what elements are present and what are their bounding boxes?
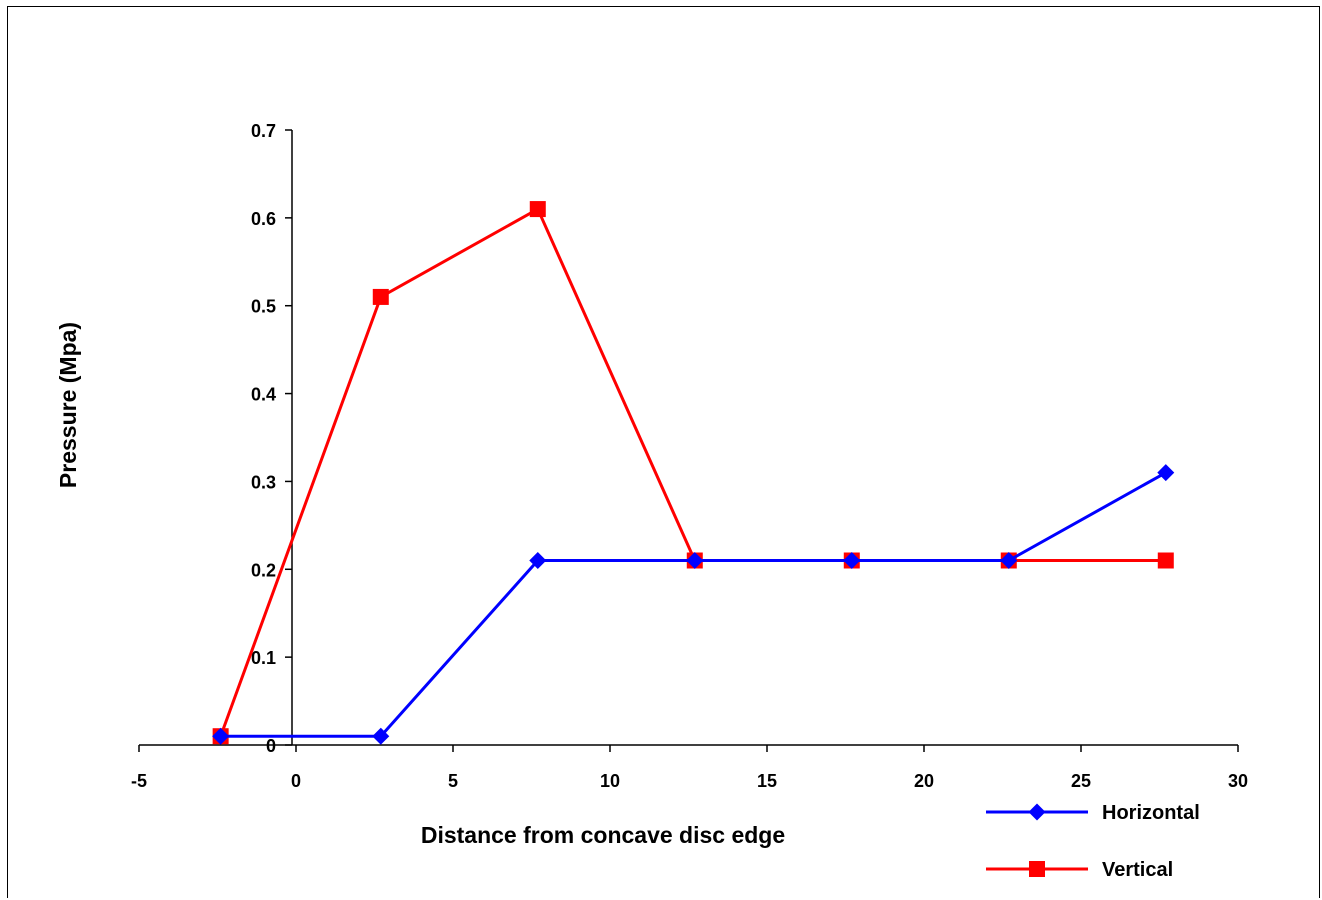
y-tick-label: 0.5 <box>251 297 276 317</box>
legend-item-vertical: Vertical <box>986 859 1173 881</box>
y-tick-label: 0 <box>266 736 276 756</box>
legend-label: Vertical <box>1102 859 1173 881</box>
x-tick-label: 30 <box>1228 771 1248 791</box>
x-tick-label: 0 <box>291 771 301 791</box>
vertical-point <box>372 288 389 305</box>
legend: Horizontal Vertical <box>986 802 1200 881</box>
horizontal-point <box>212 727 230 745</box>
y-tick-label: 0.3 <box>251 472 276 492</box>
y-tick-label: 0.2 <box>251 560 276 580</box>
x-ticks: -5 0 5 10 15 20 25 30 <box>131 745 1248 791</box>
series-vertical <box>212 201 1174 745</box>
legend-swatch-marker <box>1029 861 1045 877</box>
horizontal-point <box>372 727 390 745</box>
x-tick-label: 5 <box>448 771 458 791</box>
x-axis-title: Distance from concave disc edge <box>421 822 785 848</box>
series-layer <box>212 201 1175 745</box>
horizontal-point <box>529 552 547 569</box>
legend-item-horizontal: Horizontal <box>986 802 1200 824</box>
series-horizontal <box>212 464 1175 745</box>
horizontal-point <box>843 552 861 569</box>
axes <box>139 130 1238 746</box>
y-axis-title: Pressure (Mpa) <box>55 322 81 488</box>
horizontal-point <box>686 552 704 569</box>
x-tick-label: -5 <box>131 771 147 791</box>
vertical-point <box>529 201 546 218</box>
y-tick-label: 0.1 <box>251 648 276 668</box>
horizontal-line <box>220 471 1167 738</box>
y-ticks: 0 0.1 0.2 0.3 0.4 0.5 0.6 0.7 <box>251 121 292 756</box>
y-tick-label: 0.7 <box>251 121 276 141</box>
x-tick-label: 20 <box>914 771 934 791</box>
vertical-point <box>1157 552 1174 569</box>
x-tick-label: 25 <box>1071 771 1091 791</box>
horizontal-point <box>1000 552 1018 569</box>
x-tick-label: 15 <box>757 771 777 791</box>
legend-swatch-marker <box>1028 803 1046 821</box>
horizontal-point <box>1157 464 1175 482</box>
y-tick-label: 0.6 <box>251 209 276 229</box>
chart-frame <box>7 6 1320 898</box>
y-tick-label: 0.4 <box>251 385 276 405</box>
x-tick-label: 10 <box>600 771 620 791</box>
legend-label: Horizontal <box>1102 802 1200 824</box>
vertical-line <box>219 206 1166 737</box>
